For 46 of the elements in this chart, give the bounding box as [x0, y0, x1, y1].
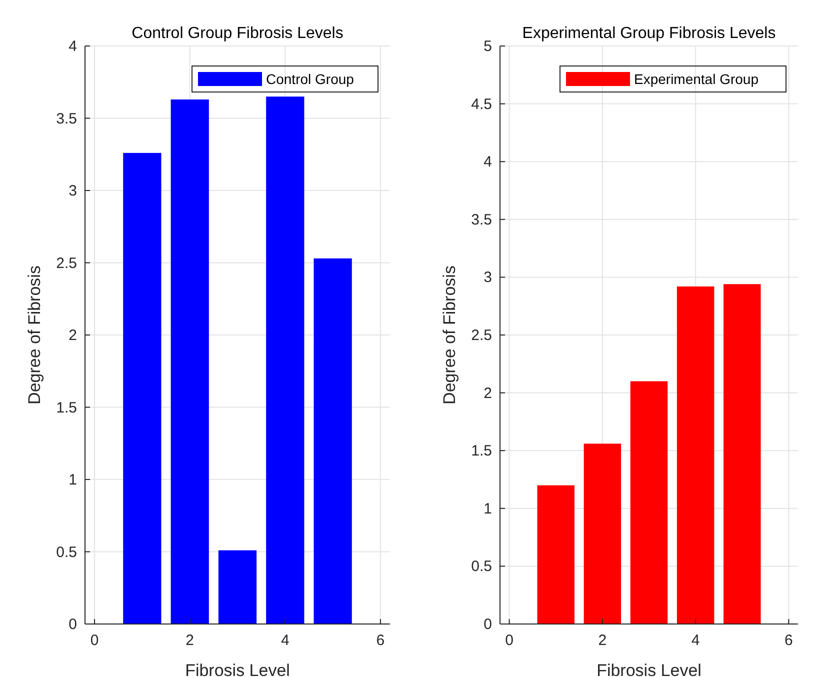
- y-tick-label: 2.5: [471, 327, 492, 344]
- y-tick-label: 1: [484, 500, 492, 518]
- x-tick-label: 6: [784, 632, 793, 649]
- bar: [314, 258, 352, 624]
- legend-label: Control Group: [266, 71, 354, 87]
- y-tick-label: 0: [484, 616, 492, 633]
- y-tick-label: 1: [68, 472, 77, 488]
- bar: [218, 550, 257, 624]
- bar: [123, 152, 162, 624]
- y-tick-label: 3: [484, 269, 492, 286]
- y-tick-label: 2: [68, 327, 77, 344]
- y-axis-title: Degree of Fibrosis: [25, 266, 44, 404]
- y-tick-label: 1.5: [471, 442, 492, 460]
- bar: [266, 96, 304, 624]
- x-tick-label: 4: [280, 632, 290, 649]
- y-tick-label: 0.5: [56, 544, 77, 561]
- y-tick-label: 5: [484, 38, 492, 55]
- chart-title: Control Group Fibrosis Levels: [132, 25, 344, 42]
- bar: [724, 284, 761, 624]
- x-tick-label: 2: [598, 632, 607, 649]
- x-axis-title: Fibrosis Level: [185, 661, 290, 677]
- y-tick-label: 0.5: [471, 558, 492, 576]
- y-tick-label: 2: [484, 384, 492, 402]
- y-tick-label: 3: [68, 182, 77, 200]
- bar: [584, 444, 622, 624]
- x-tick-label: 6: [376, 632, 385, 649]
- y-tick-label: 1.5: [56, 399, 77, 416]
- x-tick-label: 4: [691, 632, 700, 649]
- y-tick-label: 4.5: [471, 96, 492, 113]
- x-tick-label: 2: [186, 632, 194, 649]
- x-axis-title: Fibrosis Level: [596, 661, 702, 677]
- y-tick-label: 3.5: [471, 211, 492, 228]
- y-tick-label: 4: [68, 38, 77, 55]
- bar: [676, 286, 714, 624]
- bar: [170, 99, 209, 624]
- y-tick-label: 2.5: [56, 254, 77, 272]
- y-tick-label: 0: [68, 616, 77, 633]
- y-axis-title: Degree of Fibrosis: [440, 266, 459, 404]
- x-tick-label: 0: [90, 632, 99, 649]
- legend-label: Experimental Group: [634, 71, 759, 87]
- y-tick-label: 4: [484, 154, 492, 171]
- x-tick-label: 0: [505, 632, 514, 649]
- chart-title: Experimental Group Fibrosis Levels: [522, 25, 776, 42]
- bar: [630, 381, 668, 624]
- bar: [537, 485, 574, 624]
- y-tick-label: 3.5: [56, 110, 77, 128]
